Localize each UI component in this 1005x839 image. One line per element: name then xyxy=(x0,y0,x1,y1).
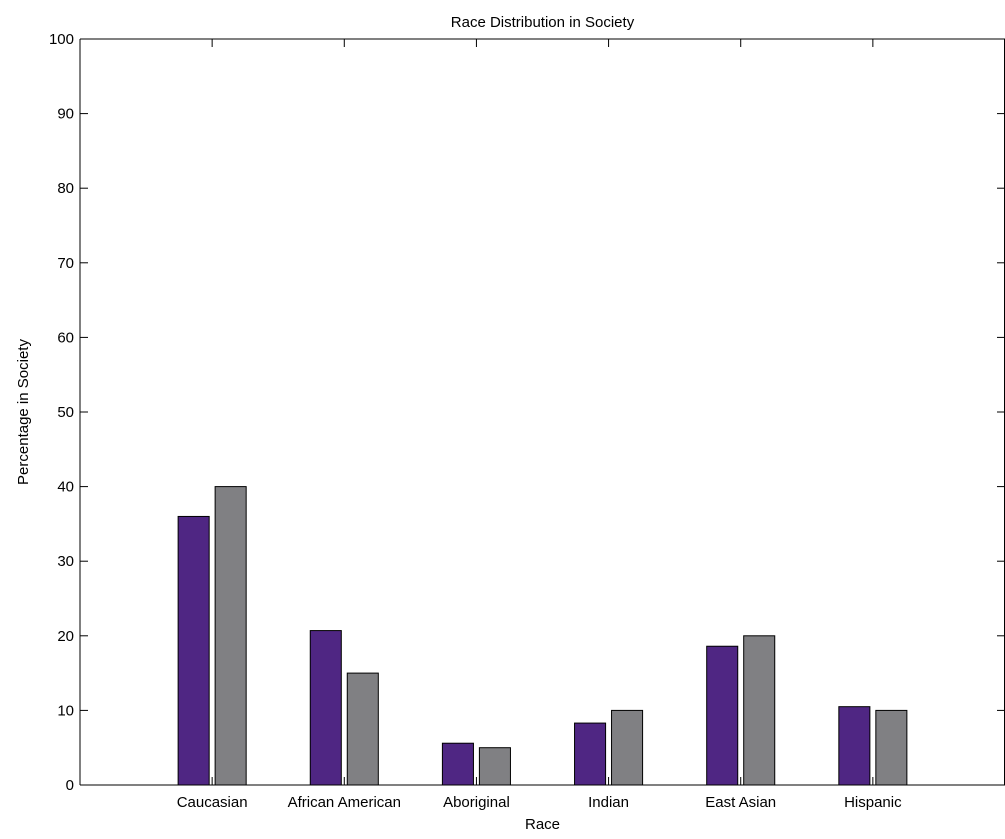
y-tick-label: 30 xyxy=(57,553,74,570)
x-tick-label: Aboriginal xyxy=(443,794,510,811)
bar-caucasian-series-2 xyxy=(214,486,247,786)
y-tick-label: 90 xyxy=(57,106,74,123)
bar-hispanic-series-2 xyxy=(875,709,908,786)
y-tick-label: 80 xyxy=(57,180,74,197)
x-tick-label: Indian xyxy=(588,794,629,811)
y-axis-label: Percentage in Society xyxy=(15,339,32,485)
bar-african-american-series-2 xyxy=(346,672,379,786)
y-tick-label: 10 xyxy=(57,702,74,719)
bar-aboriginal-series-1 xyxy=(441,742,474,786)
ticks-layer: 0 10 20 30 40 50 60 70 80 90 100 Caucasian African A… xyxy=(49,31,1005,811)
x-tick-label: African American xyxy=(288,794,401,811)
chart-title: Race Distribution in Society xyxy=(451,14,635,31)
bar-caucasian-series-1 xyxy=(177,515,210,786)
y-tick-label: 70 xyxy=(57,255,74,272)
x-tick-label: East Asian xyxy=(705,794,776,811)
bar-aboriginal-series-2 xyxy=(478,747,511,786)
bars-layer xyxy=(177,486,908,786)
y-tick-label: 50 xyxy=(57,404,74,421)
x-axis-label: Race xyxy=(525,816,560,833)
bar-hispanic-series-1 xyxy=(838,706,871,786)
bar-indian-series-2 xyxy=(611,709,644,786)
bar-east-asian-series-2 xyxy=(743,635,776,786)
y-tick-label: 100 xyxy=(49,31,74,48)
x-tick-label: Hispanic xyxy=(844,794,902,811)
bar-african-american-series-1 xyxy=(309,630,342,786)
x-tick-label: Caucasian xyxy=(177,794,248,811)
bar-east-asian-series-1 xyxy=(706,645,739,786)
bar-indian-series-1 xyxy=(574,722,607,786)
y-tick-label: 60 xyxy=(57,329,74,346)
y-tick-label: 20 xyxy=(57,628,74,645)
y-tick-label: 40 xyxy=(57,479,74,496)
y-tick-label: 0 xyxy=(66,777,74,794)
